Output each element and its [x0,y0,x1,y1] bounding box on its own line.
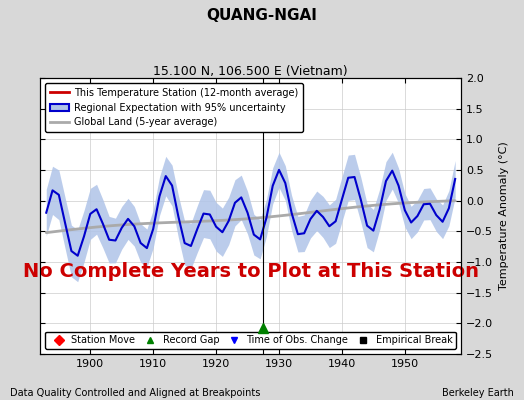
Legend: Station Move, Record Gap, Time of Obs. Change, Empirical Break: Station Move, Record Gap, Time of Obs. C… [45,332,456,349]
Text: QUANG-NGAI: QUANG-NGAI [206,8,318,23]
Text: Berkeley Earth: Berkeley Earth [442,388,514,398]
Title: 15.100 N, 106.500 E (Vietnam): 15.100 N, 106.500 E (Vietnam) [154,65,348,78]
Y-axis label: Temperature Anomaly (°C): Temperature Anomaly (°C) [499,142,509,290]
Text: No Complete Years to Plot at This Station: No Complete Years to Plot at This Statio… [23,262,479,281]
Text: Data Quality Controlled and Aligned at Breakpoints: Data Quality Controlled and Aligned at B… [10,388,261,398]
